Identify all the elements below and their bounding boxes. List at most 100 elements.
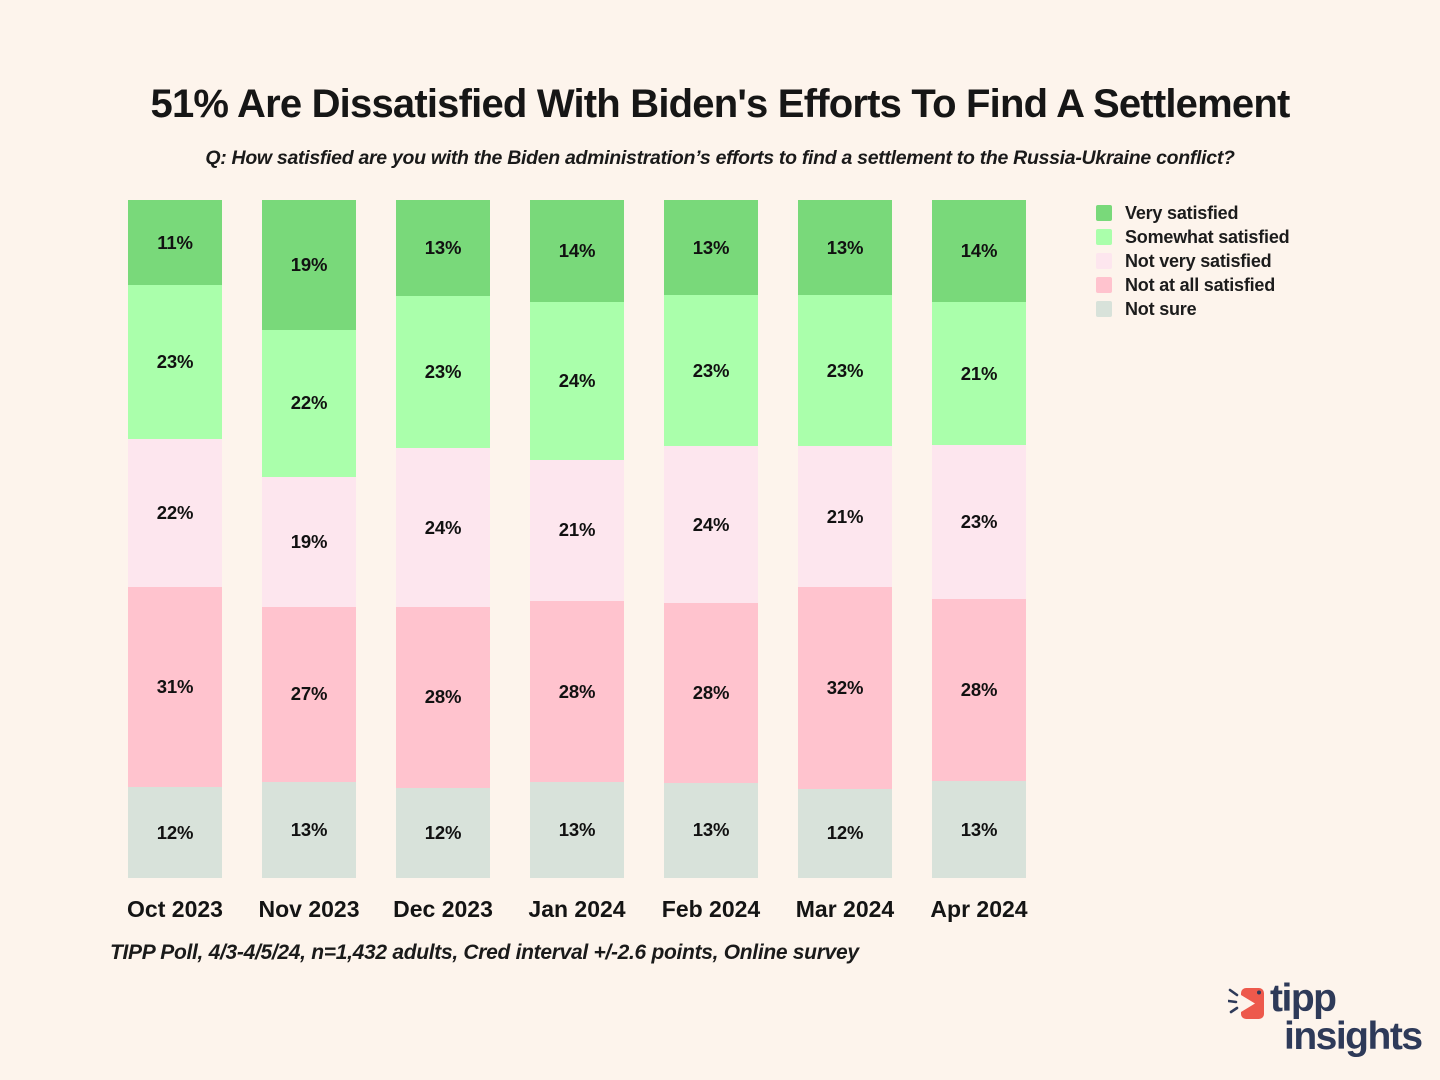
bar-segment: 23% xyxy=(128,285,222,440)
bar-segment: 13% xyxy=(798,200,892,296)
segment-value-label: 21% xyxy=(960,362,998,384)
x-axis-label: Feb 2024 xyxy=(661,896,761,922)
stacked-bar-chart: 11% 23% 22% 31% 12% 19% 22% 19% 27% 13% 13% 23% 24% 2… xyxy=(128,200,1026,878)
bar-segment: 23% xyxy=(664,295,758,447)
segment-value-label: 27% xyxy=(290,683,328,705)
legend-label: Somewhat satisfied xyxy=(1125,226,1290,247)
segment-value-label: 31% xyxy=(156,676,194,698)
x-axis-label: Mar 2024 xyxy=(795,896,895,922)
segment-value-label: 22% xyxy=(290,392,328,414)
segment-value-label: 13% xyxy=(692,236,730,258)
bar-segment: 19% xyxy=(262,200,356,330)
bar-segment: 24% xyxy=(396,448,490,607)
segment-value-label: 28% xyxy=(692,682,730,704)
x-axis-label: Dec 2023 xyxy=(393,896,493,922)
bar-column: 14% 24% 21% 28% 13% xyxy=(530,200,624,878)
page-title: 51% Are Dissatisfied With Biden's Effort… xyxy=(150,82,1291,126)
segment-value-label: 12% xyxy=(424,821,462,843)
segment-value-label: 13% xyxy=(826,236,864,258)
bar-segment: 13% xyxy=(530,782,624,878)
bar-column: 19% 22% 19% 27% 13% xyxy=(262,200,356,878)
bar-column: 13% 23% 24% 28% 12% xyxy=(396,200,490,878)
bar-segment: 24% xyxy=(664,446,758,604)
bar-segment: 23% xyxy=(798,295,892,447)
legend-label: Very satisfied xyxy=(1125,202,1239,223)
x-axis-label: Oct 2023 xyxy=(127,896,223,922)
segment-value-label: 23% xyxy=(156,351,194,373)
segment-value-label: 23% xyxy=(960,510,998,532)
segment-value-label: 32% xyxy=(826,676,864,698)
bar-segment: 14% xyxy=(932,200,1026,303)
bar-segment: 19% xyxy=(262,476,356,607)
bar-segment: 22% xyxy=(128,439,222,588)
bar-column: 13% 23% 24% 28% 13% xyxy=(664,200,758,878)
bar-segment: 13% xyxy=(396,200,490,296)
segment-value-label: 21% xyxy=(826,505,864,527)
bar-segment: 12% xyxy=(798,788,892,878)
legend-item: Somewhat satisfied xyxy=(1096,225,1290,249)
x-axis-label: Jan 2024 xyxy=(528,896,626,922)
bar-segment: 21% xyxy=(530,459,624,602)
segment-value-label: 14% xyxy=(558,239,596,261)
segment-value-label: 24% xyxy=(692,513,730,535)
bar-segment: 11% xyxy=(128,200,222,286)
segment-value-label: 13% xyxy=(692,819,730,841)
segment-value-label: 12% xyxy=(156,821,194,843)
legend-label: Not sure xyxy=(1125,298,1197,319)
legend-swatch xyxy=(1096,229,1112,245)
bar-segment: 28% xyxy=(530,601,624,783)
bar-segment: 21% xyxy=(798,446,892,587)
segment-value-label: 23% xyxy=(424,361,462,383)
legend-swatch xyxy=(1096,301,1112,317)
segment-value-label: 12% xyxy=(826,822,864,844)
bar-segment: 31% xyxy=(128,587,222,788)
segment-value-label: 13% xyxy=(558,819,596,841)
segment-value-label: 28% xyxy=(558,680,596,702)
segment-value-label: 28% xyxy=(424,686,462,708)
chart-legend: Very satisfied Somewhat satisfied Not very… xyxy=(1096,201,1290,321)
segment-value-label: 19% xyxy=(290,530,328,552)
bar-segment: 13% xyxy=(262,782,356,878)
segment-value-label: 23% xyxy=(692,359,730,381)
tipp-arrow-icon xyxy=(1227,987,1268,1021)
segment-value-label: 22% xyxy=(156,502,194,524)
bar-segment: 23% xyxy=(396,295,490,449)
segment-value-label: 24% xyxy=(558,369,596,391)
legend-item: Not at all satisfied xyxy=(1096,273,1289,297)
x-axis-label: Nov 2023 xyxy=(258,896,360,922)
legend-item: Not very satisfied xyxy=(1096,249,1289,273)
bar-segment: 14% xyxy=(530,200,624,302)
segment-value-label: 11% xyxy=(157,231,193,253)
logo-text-tipp: tipp xyxy=(1270,977,1337,1020)
x-axis-label: Apr 2024 xyxy=(930,896,1028,922)
bar-segment: 12% xyxy=(396,787,490,878)
bar-column: 13% 23% 21% 32% 12% xyxy=(798,200,892,878)
segment-value-label: 13% xyxy=(424,236,462,258)
bar-segment: 13% xyxy=(664,200,758,296)
bar-segment: 13% xyxy=(932,781,1026,878)
legend-swatch xyxy=(1096,253,1112,269)
legend-label: Not at all satisfied xyxy=(1125,274,1276,295)
bar-column: 11% 23% 22% 31% 12% xyxy=(128,200,222,878)
bar-segment: 28% xyxy=(396,606,490,788)
bar-segment: 13% xyxy=(664,782,758,878)
segment-value-label: 23% xyxy=(826,359,864,381)
segment-value-label: 13% xyxy=(960,818,998,840)
bar-segment: 32% xyxy=(798,586,892,789)
bar-segment: 12% xyxy=(128,787,222,878)
bar-segment: 24% xyxy=(530,301,624,460)
bar-segment: 22% xyxy=(262,329,356,477)
bar-segment: 28% xyxy=(664,603,758,783)
bar-segment: 27% xyxy=(262,606,356,783)
segment-value-label: 21% xyxy=(558,519,596,541)
legend-swatch xyxy=(1096,277,1112,293)
survey-question-subtitle: Q: How satisfied are you with the Biden … xyxy=(205,147,1235,169)
segment-value-label: 19% xyxy=(290,253,328,275)
segment-value-label: 28% xyxy=(960,679,998,701)
bar-segment: 21% xyxy=(932,302,1026,445)
bar-segment: 23% xyxy=(932,444,1026,599)
legend-item: Very satisfied xyxy=(1096,201,1289,225)
source-note: TIPP Poll, 4/3-4/5/24, n=1,432 adults, C… xyxy=(110,941,859,964)
x-axis-labels: Oct 2023 Nov 2023 Dec 2023 Jan 2024 Feb 2024… xyxy=(127,896,1028,923)
